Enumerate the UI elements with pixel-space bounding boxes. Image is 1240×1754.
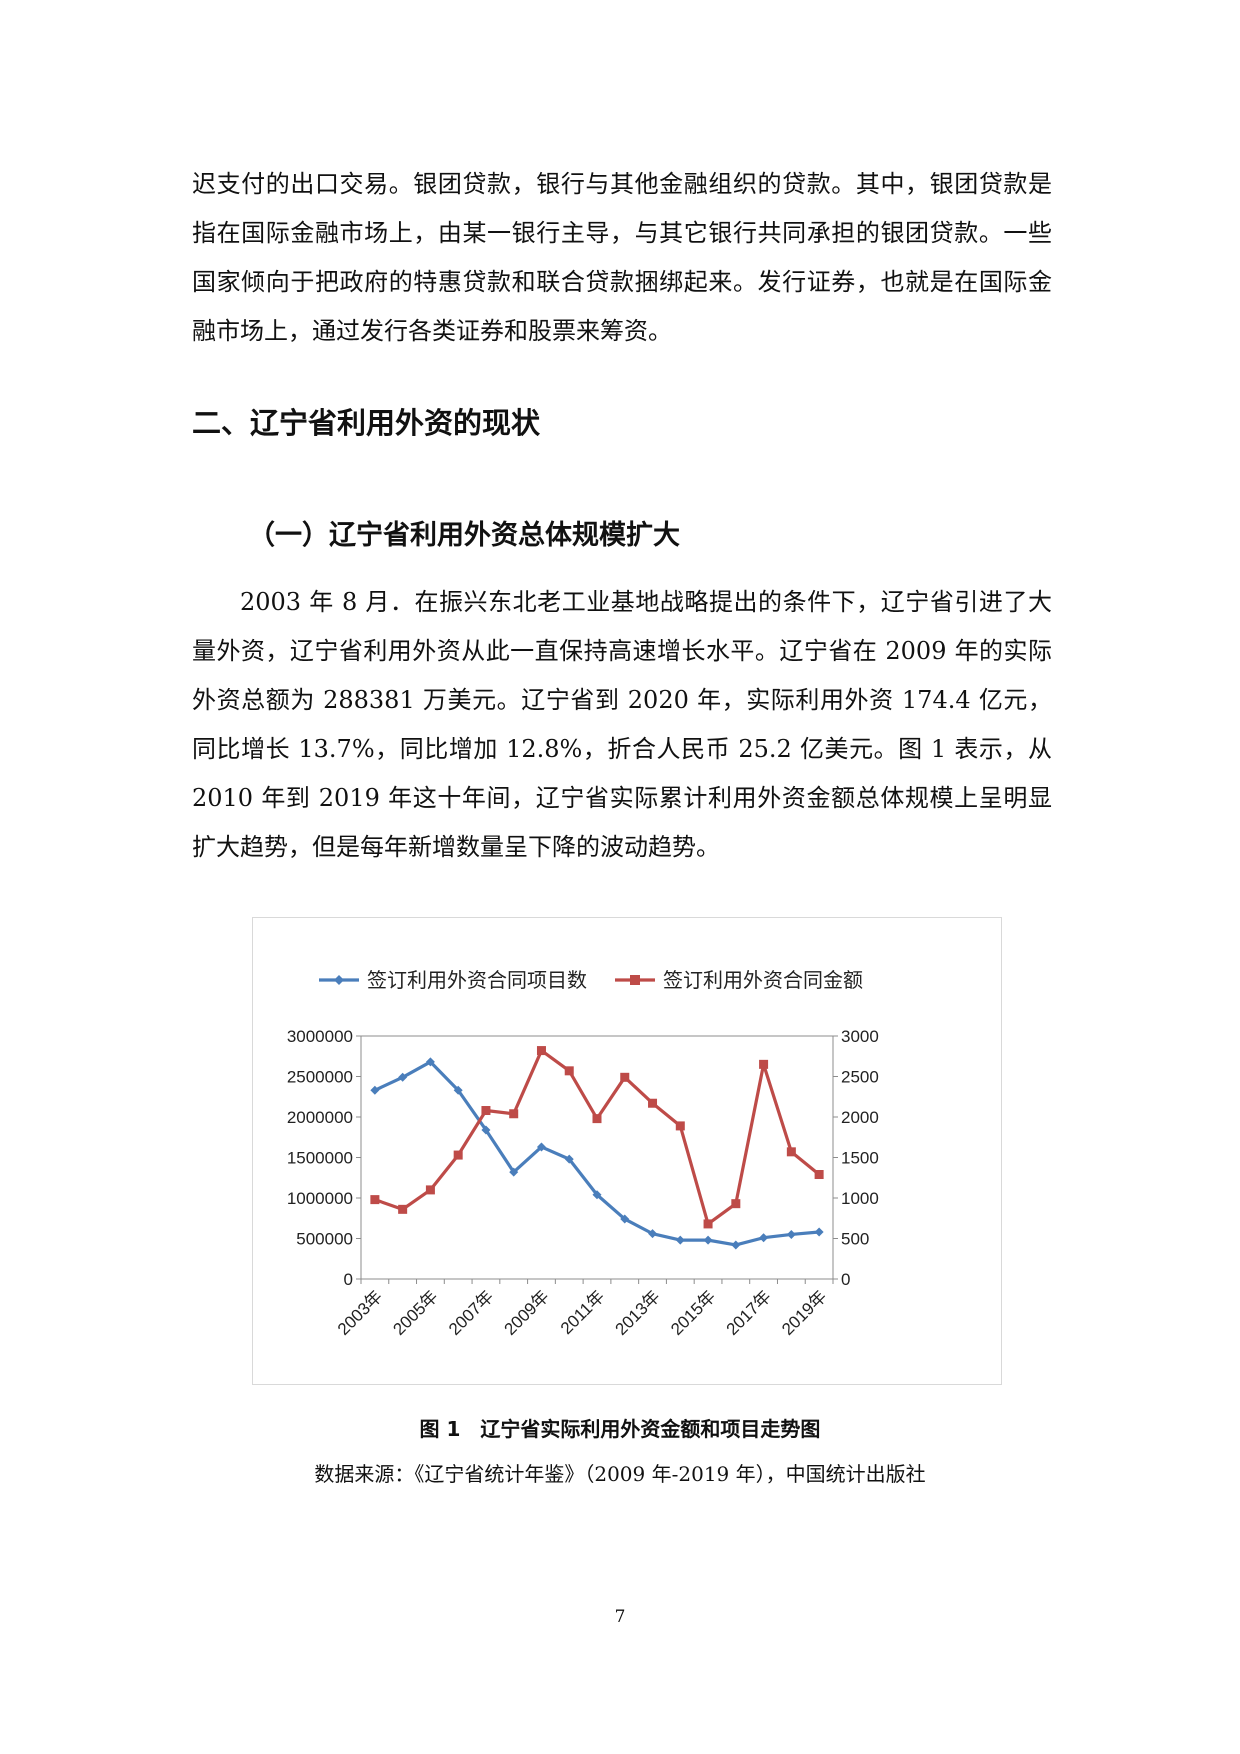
x-tick-label: 2015年 — [667, 1287, 719, 1339]
series-point-2 — [536, 1046, 546, 1056]
series-point-2 — [648, 1098, 658, 1108]
y-left-tick-label: 2000000 — [287, 1108, 353, 1127]
y-right-tick-label: 0 — [841, 1270, 850, 1289]
series-point-2 — [564, 1066, 574, 1076]
x-tick-label: 2005年 — [389, 1287, 441, 1339]
series-point-1 — [675, 1235, 685, 1245]
x-tick-label: 2013年 — [612, 1287, 664, 1339]
legend-label-1: 签订利用外资合同项目数 — [367, 968, 587, 992]
figure-caption: 图 1 辽宁省实际利用外资金额和项目走势图 — [419, 1417, 821, 1441]
series-point-1 — [731, 1240, 741, 1250]
series-point-1 — [814, 1227, 824, 1237]
series-point-2 — [592, 1114, 602, 1124]
body-paragraph-1: 迟支付的出口交易。银团贷款，银行与其他金融组织的贷款。其中，银团贷款是指在国际金… — [192, 170, 1052, 345]
series-line-1 — [374, 1060, 820, 1247]
page-number: 7 — [614, 1607, 626, 1627]
series-point-2 — [620, 1072, 630, 1082]
subsection-heading: （一）辽宁省利用外资总体规模扩大 — [248, 520, 680, 551]
series-point-1 — [453, 1085, 463, 1095]
figure-source-note: 数据来源：《辽宁省统计年鉴》（2009 年-2019 年），中国统计出版社 — [314, 1462, 926, 1486]
series-point-2 — [425, 1185, 435, 1195]
series-point-1 — [703, 1235, 713, 1245]
chart-legend: 签订利用外资合同项目数 签订利用外资合同金额 — [319, 968, 863, 992]
y-left-tick-label: 3000000 — [287, 1027, 353, 1046]
series-point-1 — [509, 1167, 519, 1177]
series-point-1 — [481, 1125, 491, 1135]
y-right-tick-label: 500 — [841, 1230, 869, 1249]
y-right-tick-label: 1000 — [841, 1189, 879, 1208]
x-tick-label: 2003年 — [334, 1287, 386, 1339]
series-point-1 — [425, 1057, 435, 1067]
y-left-tick-label: 0 — [344, 1270, 353, 1289]
series-point-2 — [398, 1204, 408, 1214]
series-point-1 — [564, 1154, 574, 1164]
series-point-2 — [675, 1121, 685, 1131]
x-tick-label: 2009年 — [501, 1287, 553, 1339]
section-heading: 二、辽宁省利用外资的现状 — [192, 406, 541, 440]
series-point-2 — [370, 1195, 380, 1205]
figure-frame: 签订利用外资合同项目数 签订利用外资合同金额 0 500000 1000000 1500… — [252, 917, 1002, 1385]
y-right-tick-label: 3000 — [841, 1027, 879, 1046]
y-right-tick-label: 2000 — [841, 1108, 879, 1127]
x-tick-label: 2019年 — [778, 1287, 830, 1339]
plot-area: 0500000100000015000002000000250000030000… — [287, 1027, 879, 1339]
series-point-2 — [481, 1106, 491, 1116]
legend-label-2: 签订利用外资合同金额 — [663, 968, 863, 992]
series-point-2 — [759, 1059, 769, 1069]
series-point-1 — [648, 1229, 658, 1239]
series-point-1 — [620, 1214, 630, 1224]
series-point-1 — [370, 1085, 380, 1095]
y-left-tick-label: 1500000 — [287, 1149, 353, 1168]
y-left-tick-label: 2500000 — [287, 1068, 353, 1087]
series-point-2 — [786, 1147, 796, 1157]
series-point-1 — [398, 1072, 408, 1082]
x-tick-label: 2017年 — [723, 1287, 775, 1339]
series-point-2 — [703, 1219, 713, 1229]
series-point-2 — [509, 1109, 519, 1119]
series-point-2 — [453, 1150, 463, 1160]
x-tick-label: 2011年 — [557, 1287, 608, 1338]
legend-marker-1 — [334, 975, 344, 985]
series-point-1 — [592, 1190, 602, 1200]
y-right-tick-label: 2500 — [841, 1068, 879, 1087]
series-point-2 — [731, 1199, 741, 1209]
series-point-1 — [786, 1229, 796, 1239]
series-point-1 — [536, 1142, 546, 1152]
series-point-1 — [759, 1233, 769, 1243]
x-tick-label: 2007年 — [445, 1287, 497, 1339]
y-left-tick-label: 500000 — [296, 1230, 353, 1249]
y-left-tick-label: 1000000 — [287, 1189, 353, 1208]
line-chart: 签订利用外资合同项目数 签订利用外资合同金额 0 500000 1000000 1500… — [287, 968, 879, 1339]
series-point-2 — [814, 1170, 824, 1180]
legend-marker-2 — [630, 975, 640, 985]
y-right-tick-label: 1500 — [841, 1149, 879, 1168]
body-paragraph-2: 2003 年 8 月．在振兴东北老工业基地战略提出的条件下，辽宁省引进了大量外资… — [192, 588, 1052, 861]
